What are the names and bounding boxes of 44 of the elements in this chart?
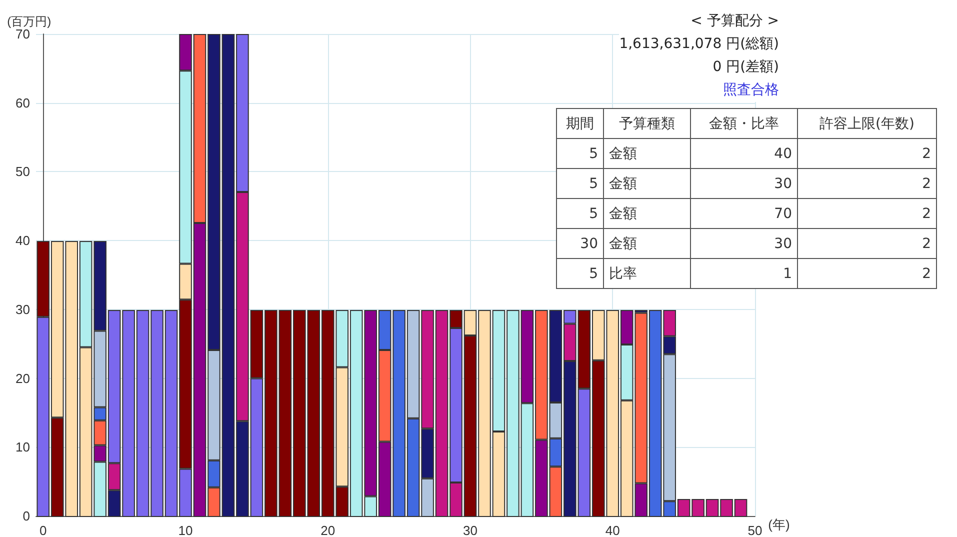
annotation: 0 円(差額) (712, 58, 779, 77)
y-tick-label: 20 (16, 370, 30, 386)
x-tick-label: 30 (463, 523, 478, 537)
annotation: 5 (556, 198, 604, 228)
text: 2 (798, 198, 936, 228)
annotation: 1,613,631,078 円(総額) (619, 35, 779, 54)
x-tick-label: 0 (40, 523, 47, 537)
annotation: 金額 (604, 138, 690, 168)
x-tick-label: 10 (178, 523, 193, 537)
x-tick-label: 50 (748, 523, 762, 537)
text: 2 (798, 138, 936, 168)
y-tick-label: 10 (16, 440, 30, 455)
annotation: 比率 (604, 258, 690, 288)
text: 2 (798, 258, 936, 288)
annotation: 金額 (604, 168, 690, 198)
annotation: 金額 (604, 228, 690, 258)
text: < 予算配分 > (690, 12, 779, 31)
y-tick-label: 40 (16, 233, 30, 248)
text: 30 (690, 228, 798, 258)
annotation: 期間 (556, 108, 604, 138)
text: 1 (690, 258, 798, 288)
text: 2 (798, 228, 936, 258)
annotation: 5 (556, 258, 604, 288)
x-tick-label: 40 (605, 523, 620, 537)
text: 30 (690, 168, 798, 198)
text: 40 (690, 138, 798, 168)
annotation: 予算種類 (604, 108, 690, 138)
y-tick-label: 70 (16, 26, 30, 42)
text: 70 (690, 198, 798, 228)
y-tick-label: 0 (22, 508, 30, 524)
y-tick-label: 60 (16, 95, 30, 110)
annotation: 金額・比率 (690, 108, 798, 138)
y-axis-title: (百万円) (7, 14, 52, 29)
annotation: 30 (556, 228, 604, 258)
annotation: 照査合格 (722, 81, 779, 100)
annotation: 金額 (604, 198, 690, 228)
y-tick-label: 30 (16, 302, 30, 317)
annotation: 5 (556, 168, 604, 198)
x-tick-label: 20 (320, 523, 336, 537)
y-tick-label: 50 (16, 164, 30, 180)
x-axis-title: (年) (768, 517, 790, 532)
annotation: 5 (556, 138, 604, 168)
text: 2 (798, 168, 936, 198)
text: 許容上限(年数) (798, 108, 936, 138)
